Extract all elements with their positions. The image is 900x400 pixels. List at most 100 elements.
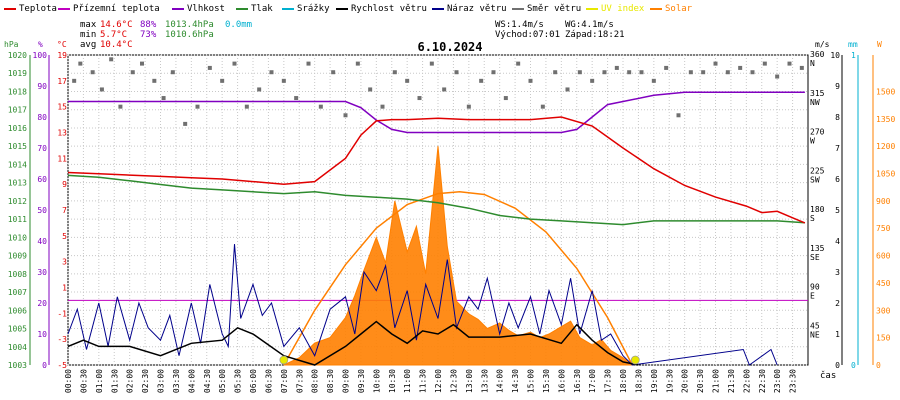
wind-tick-label: 9	[835, 82, 840, 91]
x-tick-label: 09:30	[357, 369, 366, 393]
gust-line	[67, 244, 778, 366]
temperature-tick-label: 15	[57, 103, 67, 112]
stat-max-rain: 0.0mm	[225, 20, 252, 30]
wind-direction-point	[306, 61, 311, 66]
legend-item-ground-temp: Přízemní teplota	[58, 4, 160, 14]
temperature-line	[67, 116, 806, 224]
sun-marker	[630, 355, 640, 365]
x-tick-label: 05:30	[234, 369, 243, 393]
temperature-tick-label: 7	[62, 206, 67, 215]
x-tick-label: 07:30	[295, 369, 304, 393]
wind-tick-label: 7	[835, 144, 840, 153]
legend-item-humidity: Vlhkost	[172, 4, 225, 14]
x-tick-label: 10:00	[372, 369, 381, 393]
x-tick-label: 22:30	[758, 369, 767, 393]
wind-direction-point	[553, 70, 558, 75]
wind-direction-point	[130, 70, 135, 75]
wind-direction-point	[152, 78, 157, 83]
wind-direction-point	[688, 70, 693, 75]
wind-tick-label: 3	[835, 268, 840, 277]
humidity-tick-label: 90	[37, 82, 47, 91]
wind-direction-point	[405, 78, 410, 83]
temperature-tick-label: 17	[57, 77, 67, 86]
stat-max-temp: 14.6°C	[100, 20, 133, 30]
direction-tick-label: 45	[810, 321, 820, 330]
wind-direction-point	[140, 61, 144, 66]
wind-direction-point	[775, 74, 780, 79]
x-tick-label: 23:00	[773, 369, 782, 393]
x-tick-label: 23:30	[789, 369, 798, 393]
direction-compass-label: W	[810, 137, 815, 146]
x-tick-label: 17:00	[588, 369, 597, 393]
temperature-tick-label: 11	[57, 154, 67, 163]
x-tick-label: 12:30	[449, 369, 458, 393]
x-tick-label: 14:30	[511, 369, 520, 393]
wind-direction-point	[170, 70, 175, 75]
wind-direction-point	[639, 70, 644, 75]
wind-direction-point	[109, 57, 114, 62]
solar-tick-label: 900	[876, 197, 891, 206]
stat-min-temp: 5.7°C	[100, 30, 127, 40]
wind-tick-label: 2	[835, 299, 840, 308]
x-tick-label: 11:30	[419, 369, 428, 393]
wind-direction-point	[614, 65, 619, 70]
wind-speed-line	[67, 320, 639, 366]
wind-direction-point	[281, 78, 286, 83]
x-tick-label: 11:00	[403, 369, 412, 393]
humidity-tick-label: 80	[37, 113, 47, 122]
solar-tick-label: 750	[876, 224, 891, 233]
wind-direction-point	[590, 78, 595, 83]
wind-direction-point	[99, 87, 104, 92]
legend-label: Teplota	[19, 4, 57, 14]
wind-tick-label: 4	[835, 237, 840, 246]
pressure-tick-label: 1019	[8, 69, 27, 78]
x-tick-label: 01:00	[95, 369, 104, 393]
legend-label: Náraz větru	[447, 4, 507, 14]
wind-tick-label: 10	[830, 51, 840, 60]
stats-block: max 14.6°C 88% 1013.4hPa 0.0mm min 5.7°C…	[80, 20, 625, 50]
pressure-tick-label: 1006	[8, 306, 27, 315]
x-tick-label: 07:00	[280, 369, 289, 393]
humidity-tick-label: 0	[42, 361, 47, 370]
pressure-line	[67, 174, 805, 226]
humidity-tick-label: 20	[37, 299, 47, 308]
pressure-tick-label: 1013	[8, 179, 27, 188]
legend-label: Rychlost větru	[351, 4, 427, 14]
wind-direction-point	[417, 96, 422, 101]
wind-direction-point	[762, 61, 767, 66]
legend-label: Srážky	[297, 4, 330, 14]
x-tick-label: 04:00	[187, 369, 196, 393]
x-tick-label: 08:00	[311, 369, 320, 393]
wind-direction-point	[429, 61, 434, 66]
wind-direction-point	[183, 121, 188, 126]
x-tick-label: 13:30	[480, 369, 489, 393]
temperature-tick-label: 3	[62, 258, 67, 267]
wind-direction-point	[565, 87, 570, 92]
x-tick-label: 06:30	[264, 369, 273, 393]
x-tick-label: 02:30	[141, 369, 150, 393]
wind-direction-point	[392, 70, 397, 75]
pressure-tick-label: 1007	[8, 288, 27, 297]
wind-direction-point	[343, 113, 348, 118]
solar-tick-label: 0	[876, 361, 881, 370]
stat-min-hum: 73%	[140, 30, 157, 40]
wind-direction-point	[161, 96, 166, 101]
x-tick-label: 20:00	[681, 369, 690, 393]
humidity-line	[68, 91, 805, 134]
solar-tick-label: 450	[876, 279, 891, 288]
solar-max-line	[283, 191, 633, 366]
stat-min-label: min	[80, 30, 96, 40]
pressure-tick-label: 1014	[8, 160, 27, 169]
wind-tick-label: 1	[835, 330, 840, 339]
pressure-tick-label: 1018	[8, 87, 27, 96]
temperature-tick-label: -5	[57, 361, 67, 370]
direction-compass-label: S	[810, 214, 815, 223]
wind-direction-point	[454, 70, 459, 75]
direction-tick-label: 270	[810, 128, 825, 137]
right-axes: m/s mm W360N315NW270W225SW180S135SE90E45NE…	[810, 40, 895, 370]
x-tick-label: 16:30	[573, 369, 582, 393]
humidity-tick-label: 30	[37, 268, 47, 277]
wind-unit: m/s	[815, 40, 830, 49]
legend-item-solar: Solar	[650, 4, 692, 14]
